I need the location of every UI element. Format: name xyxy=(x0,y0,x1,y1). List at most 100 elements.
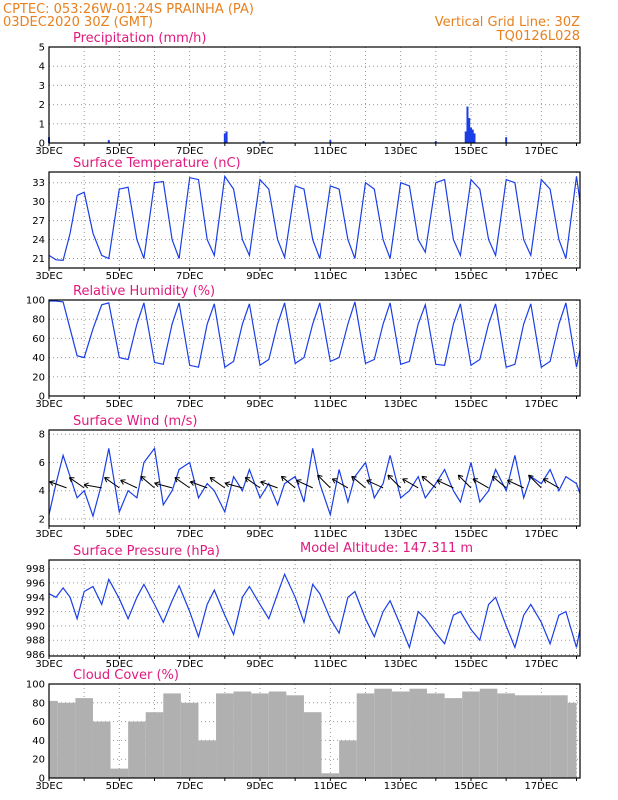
wind-arrow-head xyxy=(296,479,302,481)
wind-ytick-label: 8 xyxy=(39,430,45,441)
temperature-title: Surface Temperature (nC) xyxy=(73,156,241,171)
cloud-bar xyxy=(567,702,577,778)
wind-arrow-head xyxy=(351,475,357,478)
wind-arrow-head xyxy=(174,477,178,483)
wind-arrow-head xyxy=(387,474,393,477)
wind-arrow-head xyxy=(458,474,464,477)
wind-xtick-label: 9DEC xyxy=(246,529,273,540)
precipitation-ytick-label: 1 xyxy=(39,119,45,130)
cloud-cover-xtick-label: 5DEC xyxy=(106,781,133,792)
pressure-ytick-label: 990 xyxy=(26,621,45,632)
precipitation-ytick-label: 3 xyxy=(39,81,45,92)
precipitation-xtick-label: 15DEC xyxy=(454,146,488,157)
wind-arrow-head xyxy=(491,476,495,482)
wind-arrow xyxy=(281,475,296,489)
precip-bar xyxy=(262,141,265,143)
temperature-xtick-label: 7DEC xyxy=(176,271,203,282)
temperature-ytick-label: 27 xyxy=(32,216,45,227)
wind-arrow xyxy=(543,478,560,489)
pressure-xtick-label: 13DEC xyxy=(384,659,418,670)
cloud-bar xyxy=(286,695,304,778)
cloud-cover-xtick-label: 7DEC xyxy=(176,781,203,792)
wind-xtick-label: 15DEC xyxy=(454,529,488,540)
wind-arrow-head xyxy=(366,479,370,485)
wind-arrow-head xyxy=(457,475,460,481)
cloud-bar xyxy=(110,768,129,778)
precipitation-xtick-label: 3DEC xyxy=(35,146,62,157)
run-date: 03DEC2020 30Z (GMT) xyxy=(3,15,153,30)
cloud-bar xyxy=(497,693,515,778)
wind-arrow-head xyxy=(331,478,336,484)
wind-arrow xyxy=(120,479,138,489)
wind-arrow xyxy=(436,479,454,489)
temperature-xtick-label: 11DEC xyxy=(313,271,347,282)
temperature-xtick-label: 15DEC xyxy=(454,271,488,282)
precipitation-xtick-label: 7DEC xyxy=(176,146,203,157)
wind-line xyxy=(48,446,581,519)
temperature-panel: Surface Temperature (nC) 21 24 27 30 33 3DEC 5D… xyxy=(32,156,581,282)
cloud-bar xyxy=(462,691,480,778)
pressure-ytick-label: 998 xyxy=(26,564,45,575)
cloud-bar xyxy=(268,691,287,778)
cloud-cover-xtick-label: 3DEC xyxy=(35,781,62,792)
wind-arrow-head xyxy=(507,479,511,485)
wind-arrow-head xyxy=(224,482,229,488)
precipitation-xtick-label: 11DEC xyxy=(313,146,347,157)
cloud-bar xyxy=(92,721,111,778)
wind-arrow-head xyxy=(49,480,55,483)
model-altitude: Model Altitude: 147.311 m xyxy=(300,541,473,556)
precipitation-xtick-label: 5DEC xyxy=(106,146,133,157)
wind-arrow-head xyxy=(244,477,248,483)
pressure-ytick-label: 988 xyxy=(26,636,45,647)
humidity-line xyxy=(49,300,581,369)
pressure-xtick-label: 15DEC xyxy=(454,659,488,670)
wind-arrow-head xyxy=(402,478,406,484)
pressure-frame xyxy=(48,559,581,657)
cloud-cover-panel: Cloud Cover (%) 0 20 40 60 80 100 3DEC 5DEC 7DEC 9… xyxy=(26,668,581,792)
wind-arrow-head xyxy=(528,474,534,477)
precipitation-panel: Precipitation (mm/h) 0 1 2 3 4 5 3DEC 5DEC 7DEC 9D… xyxy=(35,31,581,157)
cloud-cover-xtick-label: 9DEC xyxy=(246,781,273,792)
station-info: CPTEC: 053:26W-01:24S PRAINHA (PA) xyxy=(3,2,254,17)
temperature-xtick-label: 17DEC xyxy=(524,271,558,282)
temperature-ytick-label: 21 xyxy=(32,254,45,265)
precip-bar xyxy=(225,131,228,143)
wind-arrow-head xyxy=(317,474,323,477)
wind-arrow-head xyxy=(224,481,230,484)
cloud-bar xyxy=(339,740,357,778)
temperature-xtick-label: 5DEC xyxy=(106,271,133,282)
wind-arrow xyxy=(387,474,402,489)
humidity-frame xyxy=(48,299,581,397)
cloud-bar xyxy=(374,688,392,778)
cloud-bar xyxy=(550,695,568,778)
cloud-bar xyxy=(216,693,234,778)
pressure-ytick-label: 986 xyxy=(26,650,45,661)
wind-arrow xyxy=(224,482,243,489)
temperature-ytick-label: 33 xyxy=(32,178,45,189)
cloud-bar xyxy=(514,695,533,778)
wind-arrow-head xyxy=(317,475,320,481)
precipitation-ytick-label: 0 xyxy=(39,139,45,150)
precipitation-xtick-label: 17DEC xyxy=(524,146,558,157)
wind-arrow xyxy=(421,475,437,489)
wind-arrow-head xyxy=(351,476,354,482)
temperature-ytick-label: 24 xyxy=(32,235,45,246)
humidity-ytick-label: 20 xyxy=(32,372,45,383)
wind-arrow-head xyxy=(154,482,159,488)
wind-arrow-head xyxy=(104,477,108,483)
pressure-ytick-label: 992 xyxy=(26,607,45,618)
wind-arrow-head xyxy=(472,478,476,484)
cloud-bar xyxy=(321,773,340,778)
precip-bar xyxy=(471,129,474,143)
wind-arrow-head xyxy=(140,475,146,478)
wind-xtick-label: 11DEC xyxy=(313,529,347,540)
humidity-title: Relative Humidity (%) xyxy=(73,284,215,299)
wind-arrow xyxy=(366,479,384,489)
temperature-xtick-label: 9DEC xyxy=(246,271,273,282)
wind-arrow xyxy=(457,474,472,489)
cloud-cover-ytick-label: 100 xyxy=(26,680,45,691)
wind-arrow xyxy=(507,479,524,489)
cloud-cover-xtick-label: 13DEC xyxy=(384,781,418,792)
pressure-xtick-label: 11DEC xyxy=(313,659,347,670)
cloud-cover-ytick-label: 60 xyxy=(32,717,45,728)
